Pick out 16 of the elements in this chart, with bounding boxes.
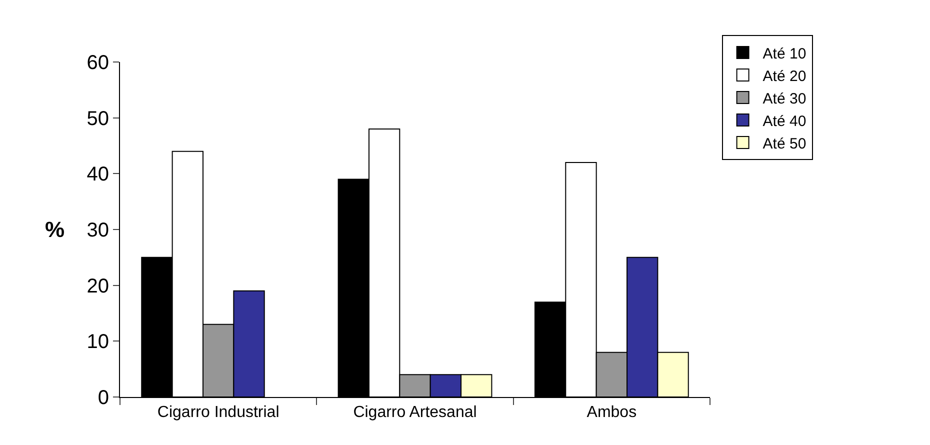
legend-label: Até 30 [762, 90, 806, 108]
y-tick-label: 20 [86, 275, 109, 298]
x-tick-label: Cigarro Artesanal [353, 404, 477, 422]
x-tick-label: Cigarro Industrial [157, 404, 280, 422]
legend-label: Até 10 [762, 45, 806, 62]
y-axis-title: % [45, 217, 65, 242]
legend-label: Até 20 [762, 68, 806, 85]
y-tick-label: 0 [98, 387, 109, 409]
y-tick-label: 30 [86, 220, 109, 242]
y-tick-label: 40 [86, 164, 109, 186]
y-tick-label: 10 [86, 331, 109, 354]
legend-label: Até 40 [762, 112, 806, 130]
legend-label: Até 50 [762, 135, 806, 152]
x-tick-label: Ambos [586, 404, 637, 422]
y-tick-label: 50 [86, 108, 109, 130]
y-tick-label: 60 [86, 52, 109, 74]
